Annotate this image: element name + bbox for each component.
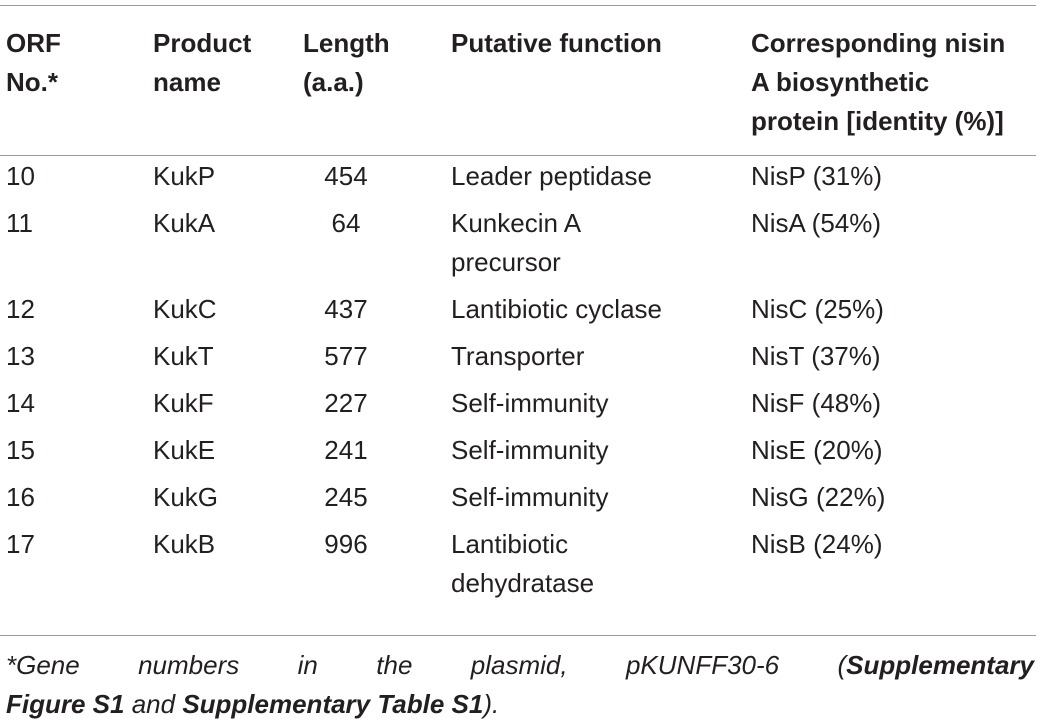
table-header-rule <box>0 155 1036 156</box>
table-body: 10 KukP 454 Leader peptidase NisP (31%) 11 Kuk… <box>0 141 1036 611</box>
header-orf: ORF No.* <box>6 28 61 97</box>
cell-corresponding-nisin: NisP (31%) <box>751 161 883 191</box>
table-row: 10 KukP 454 Leader peptidase NisP (31%) <box>0 141 1036 204</box>
cell-orf: 11 <box>6 208 33 238</box>
header-length: Length (a.a.) <box>303 28 390 97</box>
table-row: 11 KukA 64 Kunkecin A precursor NisA (54%) <box>0 204 1036 290</box>
cell-product-name: KukF <box>153 388 214 418</box>
cell-orf: 12 <box>6 294 35 324</box>
header-corresponding-nisin: Corresponding nisin A biosynthetic prote… <box>751 28 1006 136</box>
table-row: 14 KukF 227 Self-immunity NisF (48%) <box>0 384 1036 431</box>
table-header-row: ORF No.* Product name Length (a.a.) Puta… <box>0 6 1036 141</box>
cell-putative-function: Kunkecin A precursor <box>451 208 582 277</box>
cell-putative-function: Lantibiotic cyclase <box>451 294 662 324</box>
cell-orf: 17 <box>6 529 35 559</box>
table-row: 12 KukC 437 Lantibiotic cyclase NisC (25%) <box>0 290 1036 337</box>
cell-putative-function: Self-immunity <box>451 435 609 465</box>
table-footnote: *Gene numbers in the plasmid, pKUNFF30-6… <box>6 646 1034 724</box>
header-product-name: Product name <box>153 28 252 97</box>
cell-length: 437 <box>324 294 368 324</box>
cell-putative-function: Leader peptidase <box>451 161 652 191</box>
table-row: 15 KukE 241 Self-immunity NisE (20%) <box>0 431 1036 478</box>
header-putative-function: Putative function <box>451 28 662 58</box>
cell-length: 454 <box>324 161 368 191</box>
cell-length: 245 <box>324 482 368 512</box>
cell-putative-function: Transporter <box>451 341 585 371</box>
table-row: 16 KukG 245 Self-immunity NisG (22%) <box>0 478 1036 525</box>
cell-orf: 14 <box>6 388 35 418</box>
cell-product-name: KukE <box>153 435 216 465</box>
cell-corresponding-nisin: NisF (48%) <box>751 388 882 418</box>
cell-product-name: KukP <box>153 161 216 191</box>
cell-length: 996 <box>324 529 368 559</box>
cell-product-name: KukC <box>153 294 217 324</box>
table-bottom-rule <box>0 635 1036 636</box>
table-row: 13 KukT 577 Transporter NisT (37%) <box>0 337 1036 384</box>
cell-corresponding-nisin: NisB (24%) <box>751 529 883 559</box>
cell-product-name: KukB <box>153 529 216 559</box>
cell-orf: 13 <box>6 341 35 371</box>
cell-putative-function: Self-immunity <box>451 388 609 418</box>
cell-length: 241 <box>324 435 368 465</box>
cell-corresponding-nisin: NisT (37%) <box>751 341 881 371</box>
cell-corresponding-nisin: NisE (20%) <box>751 435 883 465</box>
cell-product-name: KukG <box>153 482 219 512</box>
cell-corresponding-nisin: NisC (25%) <box>751 294 884 324</box>
table-top-rule <box>0 5 1036 6</box>
cell-product-name: KukA <box>153 208 216 238</box>
cell-corresponding-nisin: NisG (22%) <box>751 482 886 512</box>
cell-orf: 16 <box>6 482 35 512</box>
cell-orf: 15 <box>6 435 35 465</box>
cell-product-name: KukT <box>153 341 214 371</box>
cell-putative-function: Self-immunity <box>451 482 609 512</box>
cell-length: 577 <box>324 341 368 371</box>
cell-corresponding-nisin: NisA (54%) <box>751 208 882 238</box>
cell-length: 64 <box>331 208 361 238</box>
footnote-line-2: Figure S1 and Supplementary Table S1). <box>6 689 500 719</box>
table-row: 17 KukB 996 Lantibiotic dehydratase NisB (24… <box>0 525 1036 611</box>
data-table: ORF No.* Product name Length (a.a.) Puta… <box>0 6 1036 611</box>
footnote-line-1: *Gene numbers in the plasmid, pKUNFF30-6… <box>6 650 1034 680</box>
cell-orf: 10 <box>6 161 35 191</box>
cell-length: 227 <box>324 388 368 418</box>
cell-putative-function: Lantibiotic dehydratase <box>451 529 595 598</box>
